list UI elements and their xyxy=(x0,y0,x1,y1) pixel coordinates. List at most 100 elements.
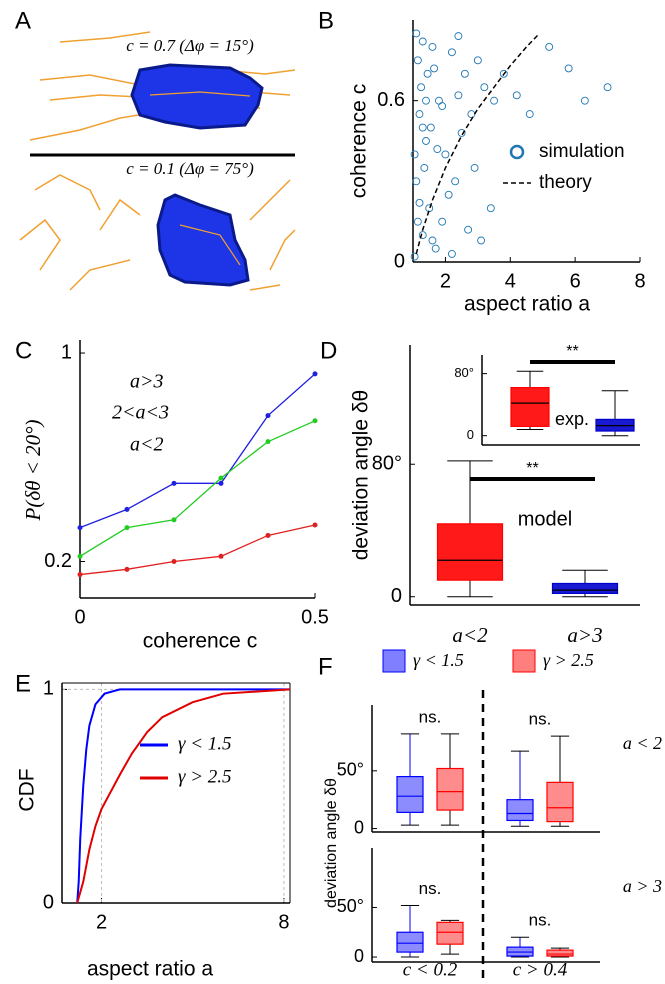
annotation: ns. xyxy=(529,710,552,729)
marker xyxy=(312,371,318,377)
y-axis-label: deviation angle δθ xyxy=(323,778,340,908)
box xyxy=(546,781,574,823)
x-tick-label: a<2 xyxy=(452,623,488,647)
y-axis-label: deviation angle δθ xyxy=(350,390,373,560)
panel-label: D xyxy=(320,337,337,364)
x-tick-label: 2 xyxy=(96,911,107,933)
y-axis-label: P(δθ < 20°) xyxy=(21,420,45,522)
marker xyxy=(171,517,177,523)
marker xyxy=(265,439,271,445)
point xyxy=(425,204,434,213)
x-tick-label: 4 xyxy=(505,270,516,292)
point xyxy=(420,163,429,172)
point xyxy=(428,42,437,51)
significance: ** xyxy=(566,343,578,360)
point xyxy=(454,91,463,100)
legend-swatch xyxy=(512,649,536,673)
legend-label: γ < 1.5 xyxy=(178,733,232,754)
legend-swatch xyxy=(509,144,525,160)
fiber xyxy=(99,198,141,231)
marker xyxy=(77,553,83,559)
point xyxy=(603,83,612,92)
y-tick-label: 0 xyxy=(391,585,402,607)
marker xyxy=(77,525,83,531)
x-tick-label: c > 0.4 xyxy=(513,959,568,980)
legend-label: theory xyxy=(539,172,592,193)
annotation: ns. xyxy=(419,707,442,726)
y-tick-label: 0 xyxy=(43,891,54,913)
point xyxy=(480,83,489,92)
marker xyxy=(77,572,83,578)
x-tick-label: 6 xyxy=(570,270,581,292)
fiber xyxy=(149,91,251,97)
x-tick-label: 0 xyxy=(74,606,85,628)
point xyxy=(430,64,439,73)
fiber xyxy=(249,284,281,291)
annotation: ns. xyxy=(529,911,552,930)
fiber xyxy=(179,224,241,266)
cell-shape xyxy=(156,193,250,287)
fiber xyxy=(34,174,101,211)
box xyxy=(510,386,550,427)
fiber xyxy=(59,31,151,43)
marker xyxy=(124,506,130,512)
panel-label: B xyxy=(318,7,334,34)
point xyxy=(433,145,442,154)
box xyxy=(506,799,534,822)
x-tick-label: a>3 xyxy=(567,623,602,647)
x-axis-label: coherence c xyxy=(143,630,257,653)
y-tick-label: 0 xyxy=(354,817,364,837)
box xyxy=(546,949,574,957)
legend-label: a>3 xyxy=(130,371,164,393)
point xyxy=(486,204,495,213)
point xyxy=(412,177,421,186)
marker xyxy=(312,418,318,424)
point xyxy=(490,96,499,105)
point xyxy=(428,236,437,245)
y-axis-label: coherence c xyxy=(348,84,371,198)
point xyxy=(413,217,422,226)
y-tick-label: 1 xyxy=(61,341,72,363)
point xyxy=(464,225,473,234)
legend-label: γ < 1.5 xyxy=(413,650,464,670)
point xyxy=(422,137,430,145)
box xyxy=(436,767,464,811)
point xyxy=(423,69,432,78)
point xyxy=(410,150,419,159)
panel-label: E xyxy=(15,670,31,697)
point xyxy=(447,48,456,57)
panel-label: C xyxy=(15,337,32,364)
point xyxy=(438,217,447,226)
series-line xyxy=(79,373,316,529)
x-tick-label: 8 xyxy=(278,911,289,933)
legend-label: simulation xyxy=(539,141,625,162)
cell-shape xyxy=(130,63,264,130)
y-axis-label: CDF xyxy=(16,768,39,811)
fiber xyxy=(69,259,131,291)
x-tick-label: 8 xyxy=(634,270,645,292)
series-line xyxy=(76,688,290,904)
y-tick-label: 80° xyxy=(372,453,402,475)
theory-line xyxy=(415,32,541,255)
marker xyxy=(312,522,318,528)
box xyxy=(396,931,424,953)
annotation: model xyxy=(518,508,572,530)
point xyxy=(434,96,443,105)
marker xyxy=(218,553,224,559)
legend-label: 2<a<3 xyxy=(112,402,169,424)
fiber xyxy=(269,229,296,271)
legend-swatch xyxy=(382,649,406,673)
y-tick-label: 80° xyxy=(454,365,474,380)
point xyxy=(564,64,573,73)
point xyxy=(410,252,419,261)
series-line xyxy=(76,688,291,904)
point xyxy=(447,249,456,258)
marker xyxy=(124,525,130,531)
panel-label: F xyxy=(318,653,333,680)
legend-label: γ > 2.5 xyxy=(543,650,594,670)
row-label: a < 2 xyxy=(623,733,662,753)
x-tick-label: c < 0.2 xyxy=(403,959,458,980)
point xyxy=(417,83,426,92)
box xyxy=(396,775,424,813)
y-tick-label: 50° xyxy=(337,896,364,916)
